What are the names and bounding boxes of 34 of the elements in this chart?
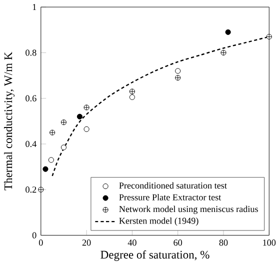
point (84, 126, 90, 132)
legend-label: Preconditioned saturation test (119, 182, 227, 189)
point (175, 75, 181, 81)
y-tick-label: 0.4 (26, 140, 36, 148)
legend-label: Pressure Plate Extractor test (119, 194, 222, 200)
x-tick-label: 60 (174, 240, 182, 246)
legend-label: Kersten model (1949) (119, 217, 198, 226)
x-tick-label: 40 (128, 240, 136, 246)
point (220, 50, 226, 56)
y-tick-label: 0.2 (26, 186, 36, 193)
y-axis-title: Thermal conductivity, W/m K (4, 52, 15, 190)
y-tick-label: 0.8 (26, 50, 36, 56)
x-tick-label: 80 (219, 240, 228, 246)
point (84, 104, 90, 110)
point (38, 186, 44, 192)
x-tick-label: 20 (82, 240, 91, 246)
point (50, 130, 56, 136)
point (175, 68, 181, 74)
y-tick-label: 0 (32, 232, 36, 238)
point (42, 166, 48, 172)
point (76, 114, 82, 120)
point (48, 157, 54, 163)
point (129, 94, 135, 100)
x-tick-label: 100 (263, 240, 276, 246)
x-axis-title: Degree of saturation, % (100, 250, 210, 261)
x-tick-label: 0 (38, 240, 43, 246)
point (60, 144, 67, 150)
y-tick-label: 1 (32, 4, 36, 10)
point (129, 88, 135, 94)
point (60, 120, 67, 126)
point (266, 34, 272, 40)
point (225, 29, 231, 35)
legend-label: Network model using meniscus radius (119, 206, 258, 214)
y-tick-label: 0.6 (26, 95, 36, 102)
